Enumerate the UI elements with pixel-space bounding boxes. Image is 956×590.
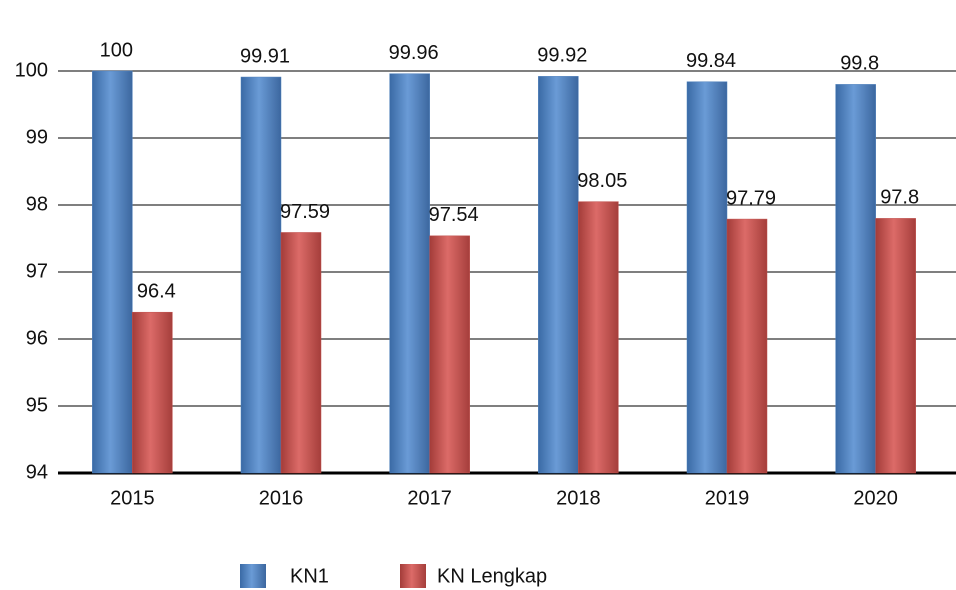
legend-label: KN1 bbox=[290, 565, 329, 587]
value-label: 99.84 bbox=[686, 50, 736, 72]
value-label: 100 bbox=[100, 39, 133, 61]
x-tick-label: 2017 bbox=[407, 487, 452, 509]
bar bbox=[240, 76, 282, 474]
bar bbox=[429, 235, 470, 474]
bar bbox=[132, 311, 173, 474]
bar bbox=[538, 76, 579, 474]
value-label: 99.92 bbox=[537, 45, 587, 67]
y-tick-label: 95 bbox=[26, 394, 48, 416]
bar bbox=[726, 218, 768, 474]
value-label: 98.05 bbox=[577, 170, 627, 192]
x-tick-label: 2015 bbox=[110, 487, 155, 509]
bar bbox=[389, 73, 430, 474]
bar bbox=[92, 70, 133, 474]
value-label: 99.96 bbox=[389, 42, 439, 64]
bar bbox=[835, 84, 876, 474]
legend-label: KN Lengkap bbox=[437, 565, 547, 587]
value-label: 97.54 bbox=[429, 204, 479, 226]
bar bbox=[686, 81, 728, 474]
value-label: 97.8 bbox=[880, 187, 919, 209]
legend-swatch bbox=[240, 564, 266, 588]
value-label: 99.91 bbox=[240, 45, 290, 67]
x-tick-label: 2019 bbox=[705, 487, 750, 509]
bar bbox=[578, 201, 619, 474]
legend-swatch bbox=[400, 564, 426, 588]
x-tick-label: 2016 bbox=[259, 487, 304, 509]
value-label: 99.8 bbox=[840, 53, 879, 75]
bar bbox=[875, 218, 916, 474]
y-tick-label: 94 bbox=[26, 461, 48, 483]
y-tick-label: 97 bbox=[26, 260, 48, 282]
y-tick-label: 98 bbox=[26, 193, 48, 215]
x-tick-label: 2018 bbox=[556, 487, 601, 509]
value-label: 97.59 bbox=[280, 201, 330, 223]
x-tick-label: 2020 bbox=[853, 487, 898, 509]
bar bbox=[280, 232, 322, 474]
value-label: 96.4 bbox=[137, 280, 176, 302]
value-label: 97.79 bbox=[726, 187, 776, 209]
y-tick-label: 99 bbox=[26, 126, 48, 148]
y-tick-label: 96 bbox=[26, 327, 48, 349]
y-tick-label: 100 bbox=[15, 59, 48, 81]
